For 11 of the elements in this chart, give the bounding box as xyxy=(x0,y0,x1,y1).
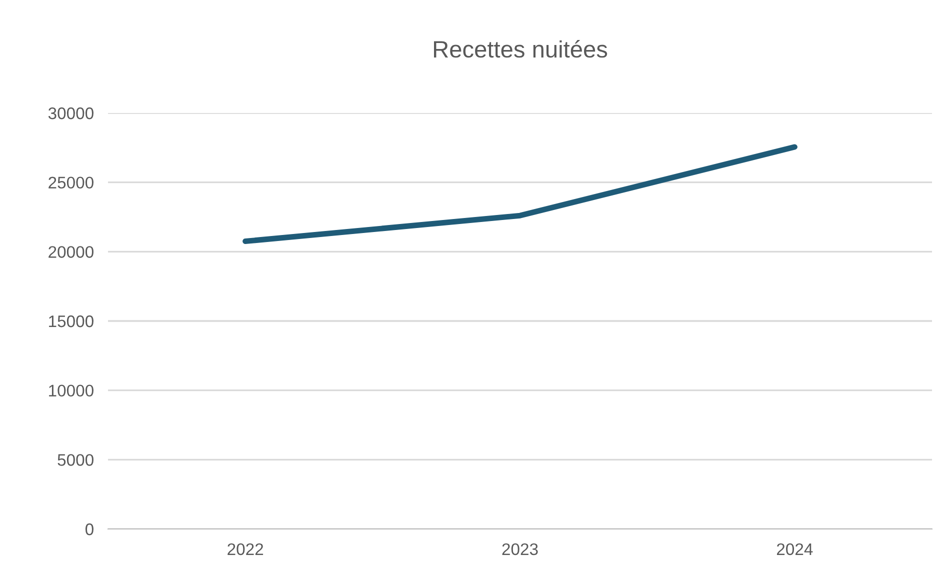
y-tick-label: 30000 xyxy=(48,107,94,120)
x-tick-label: 2024 xyxy=(776,543,813,556)
y-tick-label: 5000 xyxy=(58,454,94,466)
chart-title: Recettes nuitées xyxy=(434,40,608,58)
y-tick-label: 25000 xyxy=(48,176,94,189)
y-tick-label: 20000 xyxy=(48,246,94,258)
y-tick-label: 0 xyxy=(85,523,94,536)
x-tick-label: 2023 xyxy=(502,543,538,556)
x-tick-label: 2022 xyxy=(228,543,264,556)
y-tick-label: 15000 xyxy=(49,315,94,328)
y-tick-label: 10000 xyxy=(49,384,94,397)
